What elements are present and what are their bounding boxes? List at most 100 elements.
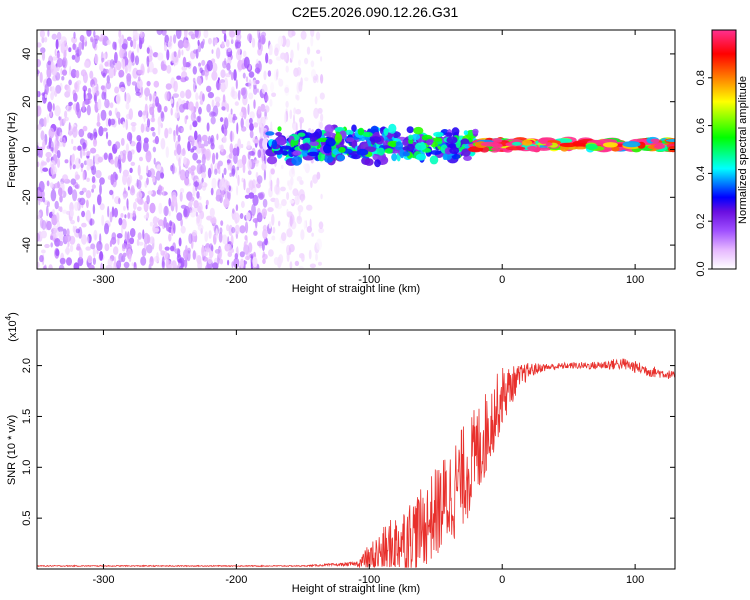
spectrogram-cell [149, 106, 155, 116]
spectrogram-cell [295, 122, 298, 134]
spectrogram-cell [37, 42, 42, 48]
spectrogram-cell [205, 264, 211, 269]
spectrogram-cell [168, 233, 172, 242]
spectrogram-cell [294, 260, 300, 266]
spectrogram-cell [301, 148, 309, 157]
spectrogram-cell [124, 65, 128, 74]
spectrogram-cell [137, 76, 141, 82]
spectrogram-cell [491, 138, 503, 143]
spectrogram-cell [62, 209, 68, 214]
spectrogram-cell [192, 250, 196, 260]
spectrogram-cell [247, 159, 252, 171]
spectrogram-cell [42, 139, 46, 150]
spectrogram-cell [231, 165, 236, 175]
spectrogram-cell [97, 98, 102, 111]
spectrogram-cell [288, 168, 296, 178]
snr-x-tick-label: -300 [92, 574, 114, 586]
spectrogram-cell [113, 246, 119, 255]
spectrogram-cell [232, 147, 238, 157]
spectrogram-cell [309, 141, 320, 147]
spectrogram-cell [157, 116, 162, 127]
spectrogram-cell [92, 257, 96, 265]
spectrogram-cell [89, 70, 94, 80]
spectrogram-cell [146, 165, 149, 174]
snr-x-tick-label: 100 [626, 574, 644, 586]
spectrogram-cell [48, 127, 55, 139]
spectrogram-cell [249, 117, 253, 125]
spectrogram-cell [94, 53, 99, 65]
spectrogram-cell [559, 142, 578, 148]
spectrogram-cell [206, 85, 212, 93]
spectrogram-cell [40, 230, 48, 239]
spectrogram-cell [58, 187, 63, 197]
spectrogram-cell [415, 142, 427, 151]
spectrogram-cell [433, 131, 444, 138]
spectrogram-cell [54, 105, 61, 117]
spectrogram-cell [130, 52, 135, 63]
spectrogram-cell [118, 197, 121, 205]
spectrogram-x-tick-label: 100 [626, 274, 644, 286]
spectrogram-cell [43, 36, 48, 43]
spectrogram-cell [178, 237, 182, 247]
spectrogram-cell [432, 137, 443, 142]
spectrogram-cell [249, 130, 254, 139]
spectrogram-cell [226, 49, 229, 57]
spectrogram-cell [114, 60, 118, 73]
spectrogram-cell [196, 191, 200, 199]
spectrogram-cell [262, 251, 265, 258]
spectrogram-cell [147, 190, 153, 195]
colorbar-tick-label: 0.6 [695, 118, 707, 133]
spectrogram-cell [192, 120, 198, 128]
spectrogram-cell [79, 197, 86, 206]
spectrogram-cell [107, 205, 110, 218]
spectrogram-cell [176, 75, 182, 80]
spectrogram-cell [173, 130, 176, 143]
spectrogram-cell [219, 117, 224, 123]
spectrogram-cell [181, 148, 186, 157]
spectrogram-cell [196, 214, 200, 224]
spectrogram-cell [93, 94, 97, 102]
spectrogram-cell [234, 101, 239, 106]
spectrogram-cell [219, 79, 222, 84]
spectrogram-cell [86, 30, 92, 37]
spectrogram-cell [160, 138, 166, 150]
spectrogram-cell [281, 232, 287, 242]
spectrogram-cell [177, 134, 181, 142]
spectrogram-cell [90, 166, 95, 171]
spectrogram-cell [190, 135, 195, 141]
spectrogram-cell [37, 124, 42, 131]
spectrogram-cell [37, 261, 40, 269]
spectrogram-cell [653, 144, 666, 150]
spectrogram-cell [212, 152, 216, 165]
spectrogram-cell [315, 31, 321, 41]
spectrogram-cell [122, 173, 128, 186]
spectrogram-cell [156, 30, 163, 36]
spectrogram-cell [240, 117, 244, 129]
spectrogram-cell [109, 102, 114, 109]
spectrogram-cell [41, 190, 45, 199]
spectrogram-x-label: Height of straight line (km) [292, 283, 420, 295]
spectrogram-cell [60, 36, 67, 45]
spectrogram-cell [188, 233, 193, 245]
spectrogram-cell [275, 132, 282, 136]
spectrogram-cell [106, 39, 111, 45]
spectrogram-cell [196, 116, 201, 123]
spectrogram-cell [463, 130, 469, 136]
spectrogram-cell [388, 123, 397, 134]
spectrogram-cell [92, 204, 96, 215]
spectrogram-cell [37, 161, 40, 168]
spectrogram-cell [253, 139, 260, 144]
spectrogram-cell [292, 188, 299, 197]
snr-y-tick-label: 2.0 [21, 358, 33, 373]
spectrogram-cell [92, 38, 97, 49]
spectrogram-cell [236, 185, 239, 196]
spectrogram-cell [258, 193, 264, 201]
spectrogram-cell [402, 151, 410, 157]
spectrogram-cell [44, 243, 50, 249]
spectrogram-cell [362, 131, 373, 138]
spectrogram-cell [61, 69, 68, 76]
spectrogram-cell [180, 225, 186, 234]
spectrogram-cell [126, 73, 132, 82]
snr-panel: -300 -200 -100 0 100 0.5 1.0 1.5 2.0 Height of … [4, 312, 676, 595]
spectrogram-cell [75, 174, 80, 180]
